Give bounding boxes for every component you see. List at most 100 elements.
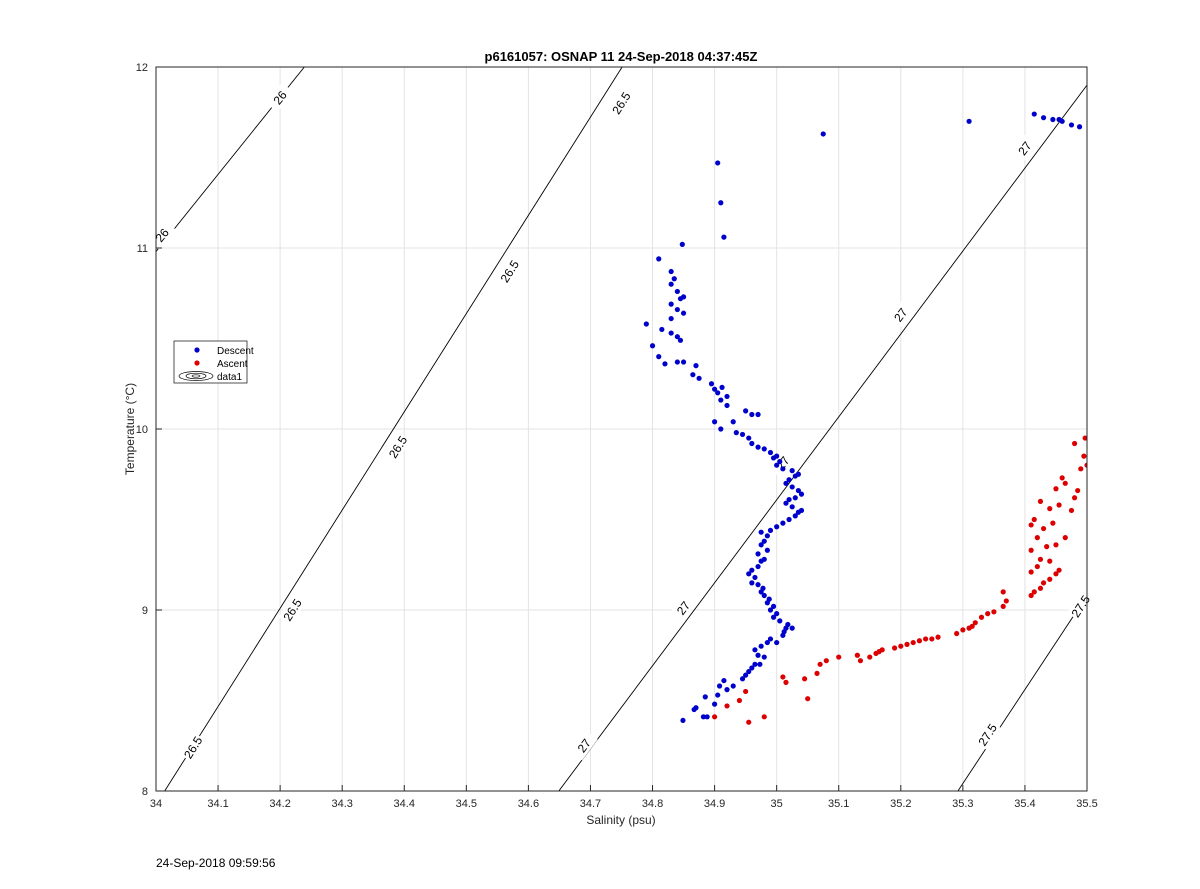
descent-point [758, 643, 764, 649]
descent-point [749, 440, 755, 447]
descent-point [719, 384, 725, 390]
descent-point [761, 446, 767, 452]
ascent-point [743, 688, 749, 695]
ascent-point [972, 620, 978, 626]
descent-point [690, 372, 696, 378]
descent-point [789, 625, 795, 631]
descent-point [668, 268, 674, 275]
descent-point [777, 458, 783, 465]
contour-label-gap [147, 220, 176, 250]
contour-label: 27 [886, 299, 915, 330]
ascent-point [910, 639, 916, 646]
descent-point [739, 676, 746, 682]
legend[interactable]: Descent Ascent data1 [173, 340, 254, 384]
contour-label-gap [278, 594, 306, 625]
ascent-point [724, 703, 730, 709]
descent-point [1059, 118, 1065, 124]
descent-point [792, 495, 798, 501]
contour-label-gap [384, 431, 411, 462]
ascent-point [1047, 576, 1053, 582]
descent-point [777, 618, 783, 624]
descent-point [715, 160, 721, 166]
descent-point [716, 683, 723, 689]
descent-point [767, 636, 774, 642]
descent-point [680, 717, 686, 724]
y-tick-label: 10 [136, 424, 148, 436]
ascent-point [780, 674, 786, 680]
ascent-point [805, 696, 811, 702]
descent-point [712, 419, 718, 425]
descent-point [700, 714, 707, 720]
ascent-point [960, 627, 966, 633]
descent-point [789, 484, 795, 490]
y-tick-label: 11 [137, 243, 148, 255]
ascent-point [1059, 475, 1065, 481]
contour-line-27-5 [957, 595, 1087, 791]
x-tick-label: 34.1 [207, 798, 228, 810]
contour-label-gap [607, 87, 635, 118]
descent-point [820, 131, 826, 137]
descent-point [743, 672, 749, 678]
legend-ascent-marker [194, 360, 200, 366]
ascent-point [1028, 522, 1034, 528]
ascent-point [1031, 516, 1037, 523]
ascent-point [1081, 453, 1087, 459]
ascent-point [978, 614, 985, 620]
descent-point [693, 363, 699, 369]
descent-point [749, 411, 755, 418]
descent-point [966, 118, 972, 124]
descent-point [783, 480, 789, 486]
descent-point [671, 276, 677, 282]
contour-label-gap [496, 256, 523, 287]
ascent-point [1028, 592, 1034, 599]
descent-point [674, 334, 680, 340]
descent-point [761, 538, 767, 544]
descent-point [792, 513, 798, 519]
x-tick-label: 35 [771, 798, 783, 810]
legend-descent-label: Descent [217, 346, 254, 357]
ascent-point [1028, 547, 1034, 553]
descent-point [718, 426, 724, 432]
descent-point [770, 614, 777, 620]
ascent-point [746, 719, 752, 725]
descent-point [767, 607, 774, 613]
descent-point [691, 706, 697, 713]
descent-point [752, 661, 758, 667]
ascent-point [891, 645, 898, 651]
descent-point [798, 507, 805, 514]
descent-point [786, 477, 792, 483]
ascent-point [1037, 498, 1044, 504]
series-ascent [712, 435, 1087, 725]
descent-point [680, 359, 687, 365]
descent-point [755, 582, 761, 588]
descent-point [774, 453, 780, 459]
ascent-point [1044, 544, 1050, 550]
descent-point [761, 654, 767, 660]
legend-data1-label: data1 [217, 372, 242, 383]
descent-point [786, 496, 792, 503]
contour-line-26-5 [164, 67, 623, 791]
ascent-point [879, 647, 885, 653]
x-tick-label: 34.5 [456, 798, 477, 810]
descent-point [721, 677, 727, 684]
descent-point [774, 462, 780, 468]
descent-point [659, 326, 665, 333]
descent-point [764, 533, 770, 539]
ascent-point [783, 679, 789, 686]
ascent-point [1028, 569, 1034, 575]
contour-label: 27 [1010, 133, 1039, 164]
ascent-point [916, 638, 923, 644]
descent-point [662, 361, 668, 367]
descent-point [704, 714, 710, 720]
contour-label-gap [973, 719, 1001, 750]
ascent-point [712, 714, 718, 720]
chart-title: p6161057: OSNAP 11 24-Sep-2018 04:37:45Z [485, 49, 758, 64]
x-tick-label: 34.6 [518, 798, 539, 810]
x-tick-label: 34.7 [580, 798, 601, 810]
ascent-point [1056, 567, 1062, 573]
x-tick-label: 35.3 [952, 798, 973, 810]
ascent-point [1056, 502, 1062, 508]
x-tick-label: 35.2 [890, 798, 911, 810]
legend-ascent-label: Ascent [217, 359, 248, 370]
